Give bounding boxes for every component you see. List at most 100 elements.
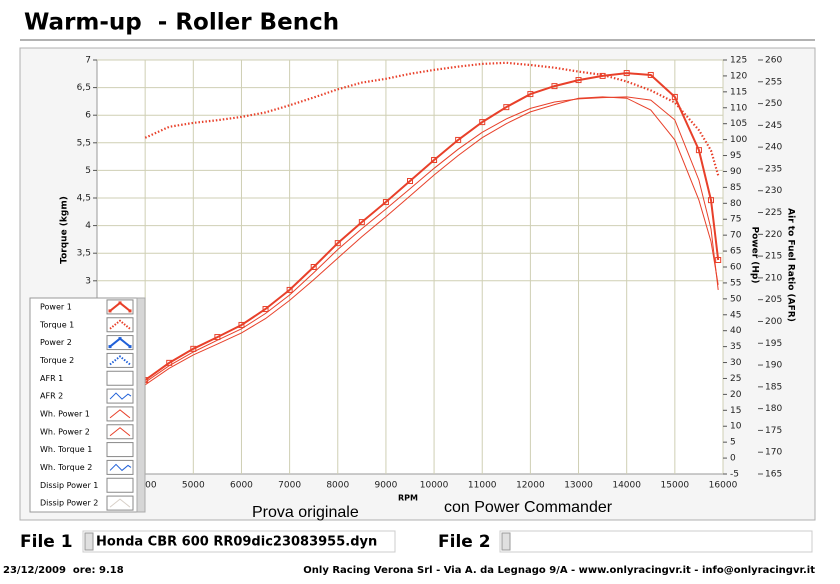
y2-tick-label: 50: [730, 294, 742, 304]
legend-icon-box: [106, 406, 134, 422]
y3-tick-label: 250: [765, 99, 782, 109]
point-marker: [503, 104, 510, 111]
x-tick-label: 14000: [612, 481, 641, 491]
y2-tick-label: 85: [730, 183, 741, 193]
legend-label: Power 2: [40, 338, 72, 347]
y3-axis-label: Air to Fuel Ratio (AFR): [786, 208, 796, 322]
legend-icon-box: [106, 299, 134, 315]
legend-label: AFR 2: [40, 392, 63, 401]
annotation: con Power Commander: [444, 499, 613, 516]
y-tick-label: 6,5: [77, 83, 91, 93]
point-marker: [262, 306, 269, 313]
y2-tick-label: 40: [730, 326, 742, 336]
point-marker: [407, 178, 413, 185]
y2-tick-label: 120: [730, 71, 747, 81]
y2-tick-label: 80: [730, 199, 742, 209]
legend-label: Torque 2: [39, 356, 74, 365]
y2-tick-label: 20: [730, 390, 742, 400]
legend-icon-box: [106, 352, 134, 368]
legend-icon: [109, 319, 131, 330]
y3-tick-label: 235: [765, 164, 782, 174]
point-marker: [286, 286, 293, 293]
y3-tick-label: 230: [765, 186, 782, 196]
legend-icon: [109, 392, 132, 400]
y2-tick-label: 5: [730, 438, 736, 448]
footer-company: Only Racing Verona Srl - Via A. da Legna…: [303, 565, 815, 576]
x-tick-label: 8000: [326, 481, 349, 491]
legend-label: AFR 1: [40, 374, 63, 383]
legend-icon-box: [106, 459, 134, 475]
point-marker: [715, 256, 722, 263]
x-tick-label: 10000: [420, 481, 449, 491]
point-marker: [358, 219, 365, 226]
y2-tick-label: 55: [730, 278, 741, 288]
x-tick-label: 9000: [374, 481, 397, 491]
point-marker: [310, 264, 317, 270]
x-tick-label: 7000: [278, 481, 301, 491]
point-marker: [527, 91, 534, 98]
x-axis-label: RPM: [398, 494, 418, 503]
legend-icon-box: [106, 442, 134, 458]
y2-tick-label: -5: [730, 470, 739, 480]
y-tick-label: 6: [85, 111, 91, 121]
y3-tick-label: 260: [765, 56, 782, 66]
legend-label: Wh. Power 1: [40, 409, 90, 418]
legend-icon: [109, 463, 132, 472]
legend-icon-box: [106, 388, 134, 404]
file-icon: [501, 532, 511, 551]
y3-tick-label: 210: [765, 273, 782, 283]
title: Warm-up - Roller Bench: [24, 10, 339, 36]
point-marker: [575, 77, 582, 84]
point-marker: [623, 70, 630, 77]
y3-tick-label: 170: [765, 448, 782, 458]
legend-label: Wh. Torque 2: [40, 463, 92, 472]
legend-box: [29, 297, 146, 513]
x-tick-label: 5000: [182, 481, 205, 491]
legend-icon-marker: [128, 309, 132, 313]
legend-icon-box: [106, 317, 134, 333]
y2-tick-label: 105: [730, 119, 747, 129]
legend-label: Wh. Torque 1: [40, 445, 92, 454]
series-line: [144, 96, 719, 383]
y-tick-label: 3: [85, 276, 91, 286]
y3-tick-label: 255: [765, 77, 782, 87]
y2-axis-label: Power (Hp): [750, 227, 760, 284]
file-icon: [84, 532, 94, 551]
point-marker: [695, 147, 702, 154]
y2-tick-label: 70: [730, 231, 742, 241]
legend-label: Torque 1: [39, 320, 74, 329]
legend-icon-marker: [108, 345, 112, 349]
y-tick-label: 4: [85, 221, 91, 231]
point-marker: [214, 334, 221, 341]
legend-icon-box: [106, 495, 134, 511]
legend-icon-marker: [118, 337, 122, 341]
y3-tick-label: 190: [765, 361, 782, 371]
legend-icon-box: [106, 370, 134, 386]
y2-tick-label: 30: [730, 358, 742, 368]
y3-tick-label: 180: [765, 404, 782, 414]
y2-tick-label: 65: [730, 247, 741, 257]
point-marker: [647, 71, 654, 78]
y2-tick-label: 110: [730, 103, 747, 113]
file-box: [82, 530, 396, 553]
legend-label: Wh. Power 2: [40, 427, 90, 436]
y2-tick-label: 115: [730, 87, 747, 97]
legend-icon: [109, 355, 131, 366]
file-name: Honda CBR 600 RR09dic23083955.dyn: [96, 535, 377, 550]
legend-icon-marker: [118, 301, 122, 305]
point-marker: [479, 119, 486, 126]
x-tick-label: 6000: [230, 481, 253, 491]
plot-area: [96, 59, 724, 475]
y3-tick-label: 165: [765, 470, 782, 480]
y2-tick-label: 95: [730, 151, 741, 161]
y3-tick-label: 175: [765, 426, 782, 436]
legend-icon-box: [106, 477, 134, 493]
point-marker: [455, 136, 462, 143]
point-marker: [190, 345, 197, 352]
y2-tick-label: 15: [730, 406, 741, 416]
legend-icon: [109, 427, 131, 437]
file-box: [499, 530, 813, 553]
y-tick-label: 7: [85, 56, 91, 66]
y-tick-label: 4,5: [77, 194, 91, 204]
y3-tick-label: 185: [765, 382, 782, 392]
